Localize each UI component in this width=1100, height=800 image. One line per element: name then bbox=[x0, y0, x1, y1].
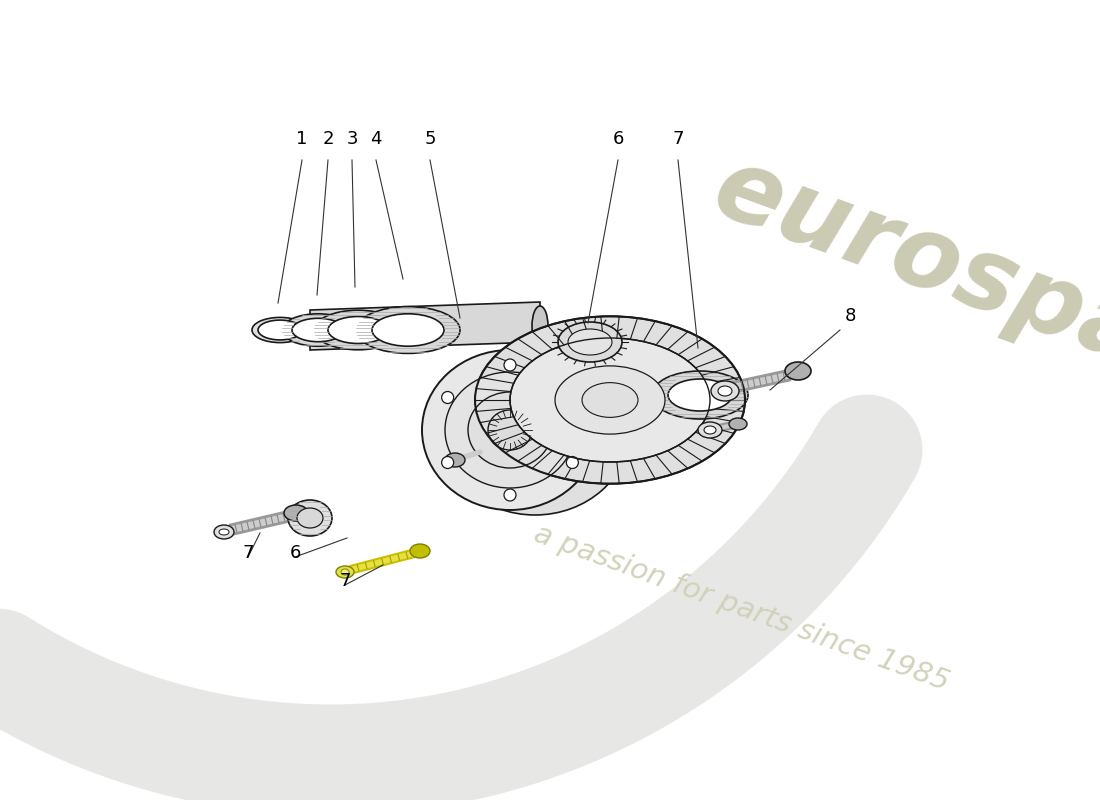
Ellipse shape bbox=[468, 392, 552, 468]
Ellipse shape bbox=[711, 381, 739, 401]
Text: a passion for parts since 1985: a passion for parts since 1985 bbox=[530, 520, 953, 697]
Text: 6: 6 bbox=[613, 130, 624, 148]
Ellipse shape bbox=[446, 372, 575, 488]
Text: 6: 6 bbox=[289, 544, 300, 562]
Ellipse shape bbox=[214, 525, 234, 539]
Ellipse shape bbox=[292, 318, 344, 342]
Ellipse shape bbox=[336, 566, 354, 578]
Ellipse shape bbox=[219, 529, 229, 535]
Ellipse shape bbox=[356, 306, 460, 354]
Ellipse shape bbox=[510, 338, 710, 462]
Ellipse shape bbox=[556, 366, 666, 434]
Ellipse shape bbox=[258, 320, 303, 340]
Circle shape bbox=[504, 359, 516, 371]
Ellipse shape bbox=[488, 410, 532, 450]
Ellipse shape bbox=[372, 314, 444, 346]
Ellipse shape bbox=[652, 371, 748, 419]
Ellipse shape bbox=[288, 500, 332, 536]
Text: 4: 4 bbox=[371, 130, 382, 148]
Circle shape bbox=[441, 457, 453, 469]
Circle shape bbox=[566, 457, 579, 469]
Text: 5: 5 bbox=[425, 130, 436, 148]
Text: 7: 7 bbox=[242, 544, 254, 562]
Ellipse shape bbox=[718, 386, 732, 396]
Ellipse shape bbox=[568, 329, 612, 355]
Ellipse shape bbox=[314, 310, 402, 350]
Ellipse shape bbox=[284, 505, 308, 521]
Ellipse shape bbox=[328, 317, 388, 343]
Ellipse shape bbox=[475, 316, 745, 484]
Circle shape bbox=[566, 391, 579, 403]
Ellipse shape bbox=[282, 314, 354, 346]
Polygon shape bbox=[310, 302, 540, 350]
Ellipse shape bbox=[252, 318, 308, 342]
Ellipse shape bbox=[582, 382, 638, 418]
Ellipse shape bbox=[532, 306, 548, 346]
Circle shape bbox=[441, 391, 453, 403]
Text: eurospares: eurospares bbox=[700, 140, 1100, 447]
Ellipse shape bbox=[422, 350, 598, 510]
Ellipse shape bbox=[668, 379, 732, 411]
Text: 7: 7 bbox=[339, 572, 351, 590]
Ellipse shape bbox=[698, 422, 722, 438]
Text: 7: 7 bbox=[672, 130, 684, 148]
Ellipse shape bbox=[341, 569, 349, 575]
Ellipse shape bbox=[410, 544, 430, 558]
Text: 3: 3 bbox=[346, 130, 358, 148]
Text: 8: 8 bbox=[845, 307, 857, 325]
Text: 2: 2 bbox=[322, 130, 333, 148]
Text: 1: 1 bbox=[296, 130, 308, 148]
Ellipse shape bbox=[729, 418, 747, 430]
Ellipse shape bbox=[446, 453, 465, 467]
Ellipse shape bbox=[297, 508, 323, 528]
Ellipse shape bbox=[704, 426, 716, 434]
Ellipse shape bbox=[558, 322, 622, 362]
Ellipse shape bbox=[785, 362, 811, 380]
Ellipse shape bbox=[440, 345, 630, 515]
Circle shape bbox=[504, 489, 516, 501]
